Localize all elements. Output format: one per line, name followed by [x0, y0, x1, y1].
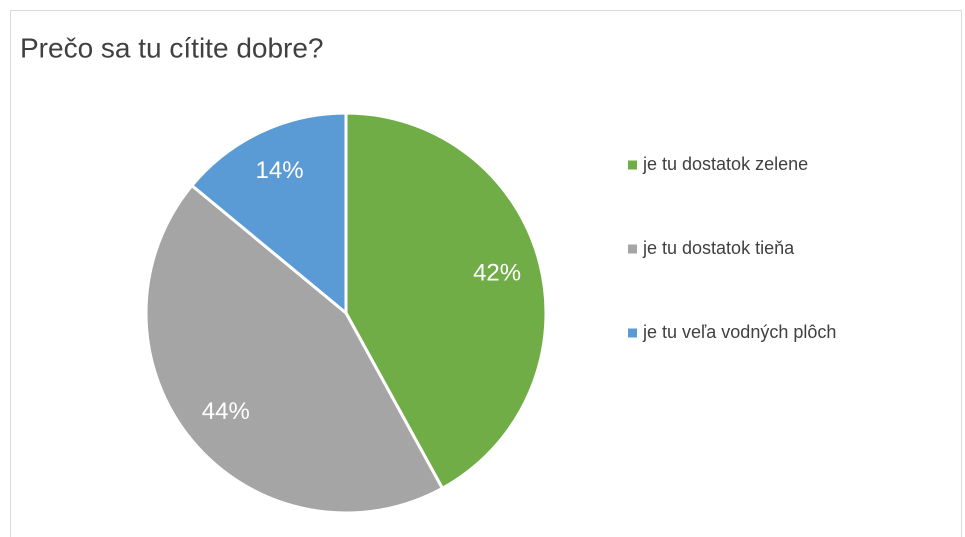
- chart-title: Prečo sa tu cítite dobre?: [20, 32, 324, 63]
- data-label: 42%: [473, 260, 521, 287]
- legend-label: je tu dostatok zelene: [642, 154, 808, 174]
- pie-slice: [344, 111, 548, 491]
- data-label: 14%: [256, 157, 304, 184]
- legend-label: je tu veľa vodných plôch: [642, 322, 836, 342]
- legend-swatch: [628, 160, 637, 170]
- pie-slice: [189, 111, 348, 317]
- legend-swatch: [628, 328, 637, 338]
- legend-swatch: [628, 244, 637, 254]
- legend-label: je tu dostatok tieňa: [642, 238, 795, 258]
- pie-slice: [144, 183, 445, 515]
- data-label: 44%: [202, 398, 250, 425]
